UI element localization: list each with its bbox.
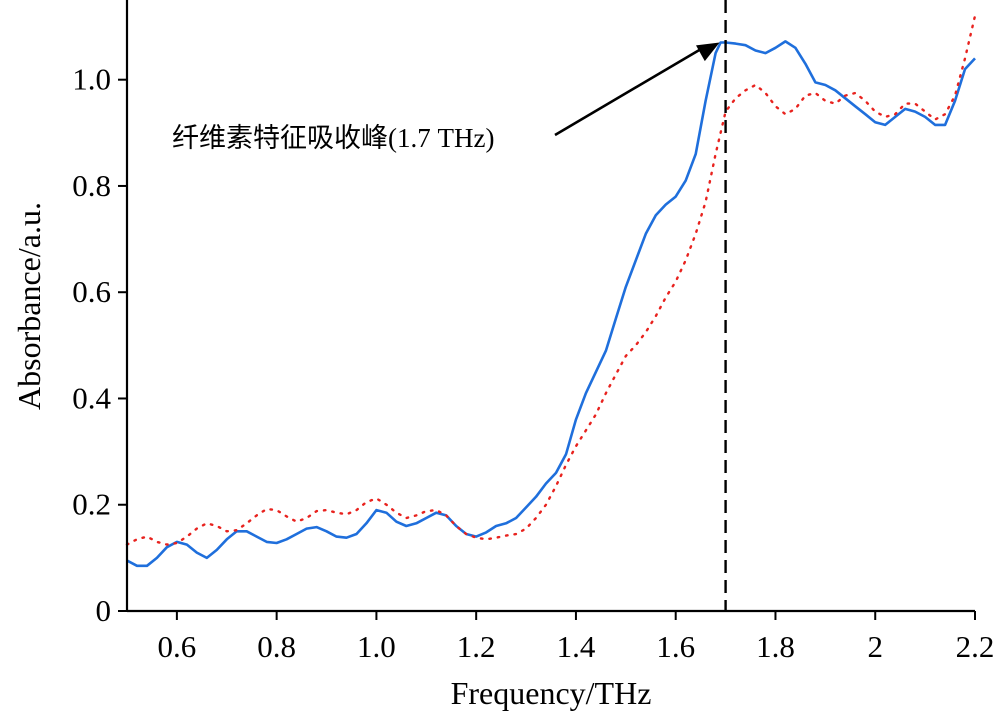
x-tick-label: 0.6 [158, 629, 197, 664]
x-tick-label: 0.8 [257, 629, 296, 664]
y-axis-ticks: 0 0.2 0.4 0.6 0.8 1.0 [72, 62, 127, 628]
x-tick-label: 1.2 [457, 629, 496, 664]
x-tick-label: 2.2 [956, 629, 995, 664]
y-axis-title: Absorbance/a.u. [11, 202, 47, 410]
y-tick-label: 0.2 [72, 487, 111, 522]
y-tick-label: 1.0 [72, 62, 111, 97]
chart-marks [125, 0, 977, 611]
annotation-group: 纤维素特征吸收峰(1.7 THz) [172, 42, 720, 153]
y-tick-label: 0.8 [72, 168, 111, 203]
x-axis-title: Frequency/THz [451, 675, 652, 711]
x-tick-label: 1.4 [557, 629, 596, 664]
annotation-arrow-line [554, 46, 705, 137]
x-axis-ticks: 0.6 0.8 1.0 1.2 1.4 1.6 1.8 2 2.2 [158, 611, 995, 664]
y-tick-label: 0.4 [72, 380, 111, 415]
y-tick-label: 0 [96, 593, 112, 628]
x-tick-label: 1.0 [357, 629, 396, 664]
x-tick-label: 1.8 [756, 629, 795, 664]
x-tick-label: 2 [867, 629, 883, 664]
series-line-dotted [125, 14, 977, 546]
annotation-arrow-head [696, 42, 720, 62]
series-line-solid [126, 40, 976, 568]
y-tick-label: 0.6 [72, 274, 111, 309]
annotation-text: 纤维素特征吸收峰(1.7 THz) [172, 123, 494, 153]
x-tick-label: 1.6 [656, 629, 695, 664]
